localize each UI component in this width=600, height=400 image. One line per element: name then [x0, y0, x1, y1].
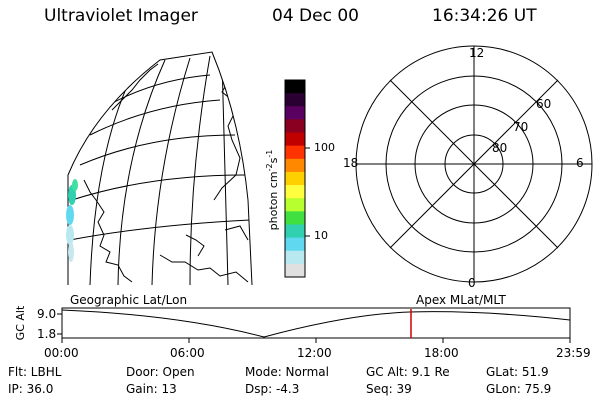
altitude-plot: [57, 307, 571, 343]
polar-plot: [355, 45, 593, 283]
mlt-label-6: 6: [576, 156, 584, 170]
geographic-label: Geographic Lat/Lon: [70, 293, 188, 307]
colorbar-band: [285, 171, 305, 186]
time-tick: 06:00: [170, 346, 205, 360]
colorbar-unit-label: photon cm-2s-1: [265, 150, 280, 231]
altitude-curve: [61, 309, 571, 338]
status-ip: IP: 36.0: [8, 382, 54, 396]
aurora-emission: [66, 179, 78, 262]
coastline: [83, 179, 133, 283]
longitude-line: [117, 59, 166, 285]
altitude-ymin: 1.8: [37, 327, 57, 341]
latitude-line: [89, 99, 221, 136]
status-dsp: Dsp: -4.3: [245, 382, 300, 396]
time-tick: 00:00: [44, 346, 79, 360]
status-mode: Mode: Normal: [245, 365, 329, 379]
latitude-line: [99, 74, 211, 111]
apex-label: Apex MLat/MLT: [416, 293, 506, 307]
mlt-label-18: 18: [343, 156, 359, 170]
status-filter: Flt: LBHL: [8, 365, 62, 379]
longitude-line: [221, 59, 229, 285]
colorbar-band: [285, 185, 305, 199]
mlat-label-60: 60: [536, 97, 552, 111]
colorbar-band: [285, 250, 305, 265]
colorbar-band: [285, 237, 305, 252]
instrument-title: Ultraviolet Imager: [44, 6, 198, 26]
time-tick: 18:00: [424, 346, 459, 360]
colorbar-band: [285, 106, 305, 120]
status-gain: Gain: 13: [126, 382, 177, 396]
coastline: [213, 61, 241, 201]
colorbar-band: [285, 158, 305, 173]
status-seq: Seq: 39: [366, 382, 412, 396]
status-door: Door: Open: [126, 365, 195, 379]
coastline: [185, 234, 205, 257]
colorbar-tick-label: 10: [314, 229, 328, 242]
longitude-line: [189, 55, 211, 285]
latitude-line: [79, 134, 236, 166]
colorbar-band: [285, 132, 305, 147]
status-glat: GLat: 51.9: [486, 365, 549, 379]
altitude-ymax: 9.0: [37, 307, 57, 321]
coastline: [111, 63, 159, 111]
time-tick: 23:59: [556, 346, 591, 360]
mlat-label-80: 80: [492, 141, 508, 155]
colorbar-band: [285, 224, 305, 239]
coastline: [159, 254, 249, 283]
colorbar-band: [285, 119, 305, 134]
colorbar-frame: [284, 79, 306, 278]
latitude-line: [69, 219, 251, 241]
status-gc-alt: GC Alt: 9.1 Re: [366, 365, 450, 379]
latitude-line: [71, 174, 246, 201]
longitude-line: [151, 57, 191, 285]
globe-limb: [67, 51, 253, 286]
status-glon: GLon: 75.9: [486, 382, 552, 396]
colorbar-band: [285, 198, 305, 212]
coastline: [224, 225, 249, 241]
colorbar-tick-label: 100: [314, 141, 335, 154]
mlt-label-12: 12: [469, 46, 485, 60]
header-date: 04 Dec 00: [272, 6, 359, 26]
mlat-label-70: 70: [513, 120, 529, 134]
colorbar-band: [285, 93, 305, 107]
header-time: 16:34:26 UT: [432, 6, 537, 26]
time-tick: 12:00: [297, 346, 332, 360]
colorbar-band: [285, 211, 305, 226]
altitude-ylabel: GC Alt: [14, 305, 27, 340]
colorbar-band: [285, 145, 305, 160]
colorbar-band: [285, 263, 305, 278]
mlt-label-0: 0: [468, 276, 476, 290]
colorbar-band: [285, 80, 305, 94]
altitude-frame: [61, 307, 571, 339]
colorbar: [285, 80, 305, 278]
